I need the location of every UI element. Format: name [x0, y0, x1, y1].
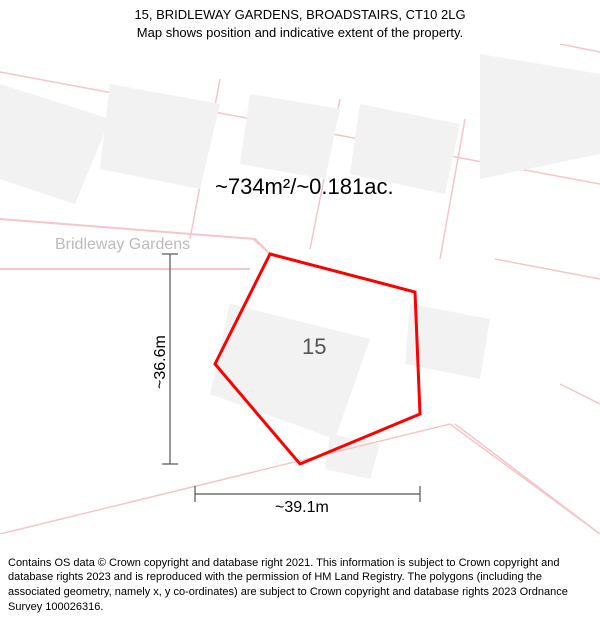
- map-svg: [0, 44, 600, 534]
- map-canvas: ~734m²/~0.181ac. 15 Bridleway Gardens ~3…: [0, 44, 600, 534]
- width-dimension-label: ~39.1m: [275, 499, 329, 517]
- copyright-footer: Contains OS data © Crown copyright and d…: [0, 550, 600, 625]
- plot-number: 15: [302, 334, 326, 360]
- street-name-label: Bridleway Gardens: [55, 236, 190, 254]
- height-dimension-label: ~36.6m: [152, 336, 170, 390]
- area-label: ~734m²/~0.181ac.: [215, 174, 394, 200]
- page-subtitle: Map shows position and indicative extent…: [0, 24, 600, 42]
- header: 15, BRIDLEWAY GARDENS, BROADSTAIRS, CT10…: [0, 0, 600, 44]
- page-title: 15, BRIDLEWAY GARDENS, BROADSTAIRS, CT10…: [0, 6, 600, 24]
